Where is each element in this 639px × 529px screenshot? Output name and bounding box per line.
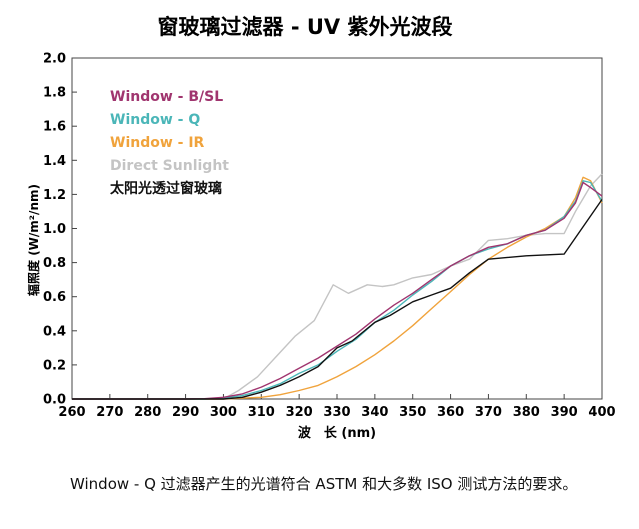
legend-entry: 太阳光透过窗玻璃 xyxy=(110,180,222,197)
y-tick-label: 1.4 xyxy=(43,154,66,169)
y-tick-label: 0.2 xyxy=(43,358,66,373)
x-axis-label: 波 长 (nm) xyxy=(298,425,376,441)
legend-entry: Window - B/SL xyxy=(110,89,223,105)
series-line-1 xyxy=(72,180,603,400)
y-tick-label: 1.2 xyxy=(43,188,66,203)
x-tick-label: 360 xyxy=(437,405,464,420)
legend-entry: Window - Q xyxy=(110,112,200,128)
x-tick-label: 290 xyxy=(172,405,199,420)
y-tick-label: 1.0 xyxy=(43,222,66,237)
y-axis-label: 辐照度 (W/m²/nm) xyxy=(26,184,41,296)
x-tick-label: 350 xyxy=(399,405,426,420)
x-tick-label: 400 xyxy=(588,405,615,420)
y-axis: 0.0 0.2 0.4 0.6 0.8 1.0 1.2 1.4 1.6 1.8 2.0 xyxy=(43,52,77,408)
x-tick-label: 280 xyxy=(134,405,161,420)
x-tick-label: 320 xyxy=(286,405,313,420)
y-tick-label: 0.0 xyxy=(43,393,66,408)
series-line-4 xyxy=(72,199,603,400)
x-tick-label: 270 xyxy=(96,405,123,420)
x-tick-label: 330 xyxy=(323,405,350,420)
series-line-2 xyxy=(72,176,603,400)
y-tick-label: 0.4 xyxy=(43,324,66,339)
x-tick-label: 260 xyxy=(58,405,85,420)
x-tick-label: 380 xyxy=(513,405,540,420)
y-tick-label: 0.8 xyxy=(43,256,66,271)
y-tick-label: 1.6 xyxy=(43,120,66,135)
x-tick-label: 390 xyxy=(551,405,578,420)
y-tick-label: 0.6 xyxy=(43,290,66,305)
legend-entry: Window - IR xyxy=(110,135,205,151)
y-tick-label: 1.8 xyxy=(43,86,66,101)
series-line-0 xyxy=(72,181,603,400)
chart-caption: Window - Q 过滤器产生的光谱符合 ASTM 和大多数 ISO 测试方法… xyxy=(70,475,578,493)
y-tick-label: 2.0 xyxy=(43,52,66,67)
series-lines xyxy=(72,173,603,400)
x-tick-label: 310 xyxy=(248,405,275,420)
series-line-3 xyxy=(72,173,603,400)
x-tick-label: 370 xyxy=(475,405,502,420)
uv-spectrum-chart: 窗玻璃过滤器 - UV 紫外光波段 0.0 0.2 0.4 0.6 0.8 1.0 1.2 1… xyxy=(26,15,616,441)
x-tick-label: 300 xyxy=(210,405,237,420)
x-axis: 260 270 280 290 300 310 320 330 340 350 360 370 380 3… xyxy=(58,394,616,420)
x-tick-label: 340 xyxy=(361,405,388,420)
legend: Window - B/SL Window - Q Window - IR Direct… xyxy=(110,89,229,197)
legend-entry: Direct Sunlight xyxy=(110,158,229,174)
chart-title: 窗玻璃过滤器 - UV 紫外光波段 xyxy=(158,15,453,39)
